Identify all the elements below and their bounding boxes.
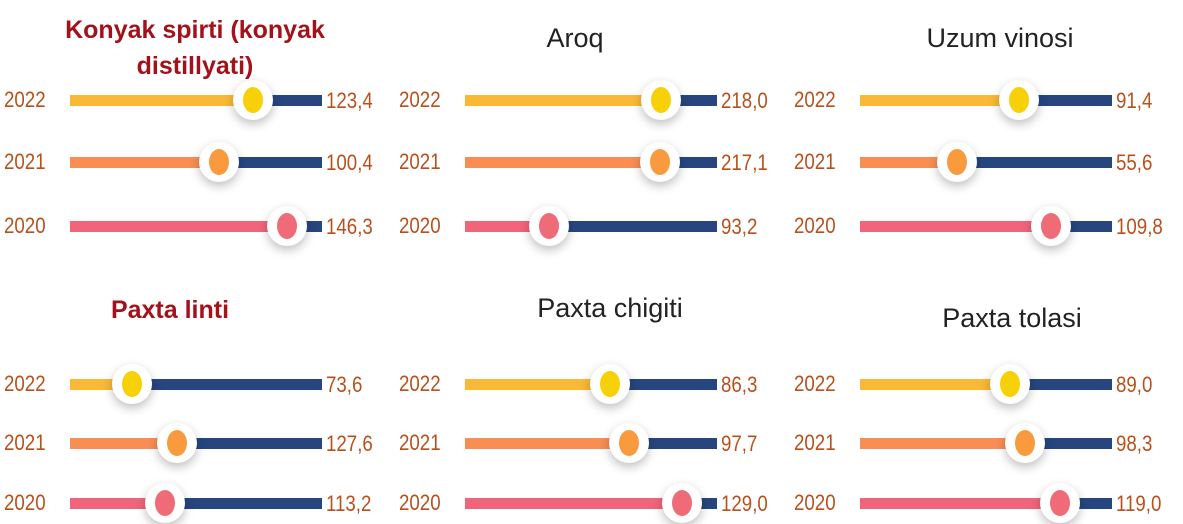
- year-label: 2022: [794, 87, 836, 112]
- year-label: 2020: [4, 213, 46, 238]
- value-label: 129,0: [721, 491, 768, 516]
- bar: [860, 157, 957, 168]
- panel: Paxta chigiti 2022 86,3 2021 97,7 2020 129,0: [395, 0, 788, 524]
- year-label: 2020: [794, 213, 836, 238]
- knob: [242, 87, 263, 113]
- value-label: 89,0: [1116, 372, 1153, 397]
- bar: [70, 221, 287, 232]
- value-label: 73,6: [326, 372, 363, 397]
- panel: Paxta tolasi 2022 89,0 2021 98,3 2020 119,0: [790, 0, 1183, 524]
- panel-title: Uzum vinosi: [926, 23, 1074, 53]
- value-label: 113,2: [326, 491, 372, 516]
- year-label: 2020: [399, 213, 441, 238]
- knob: [121, 371, 142, 397]
- value-label: 123,4: [326, 88, 373, 113]
- bar: [860, 221, 1051, 232]
- knob: [599, 371, 620, 397]
- knob: [538, 213, 559, 239]
- value-label: 93,2: [721, 214, 758, 239]
- knob: [946, 149, 967, 175]
- panel-title: Aroq: [546, 23, 604, 53]
- bar: [465, 221, 549, 232]
- panel-title: Paxta linti: [110, 296, 230, 324]
- knob: [155, 490, 176, 516]
- knob: [999, 371, 1020, 397]
- value-label: 218,0: [721, 88, 768, 113]
- year-label: 2020: [4, 490, 46, 515]
- value-label: 97,7: [721, 431, 758, 456]
- knob: [1015, 430, 1036, 456]
- bar: [70, 379, 132, 390]
- panel: Uzum vinosi 2022 91,4 2021 55,6 2020 109,8: [790, 0, 1183, 524]
- bar: [465, 95, 662, 106]
- knob: [167, 430, 188, 456]
- value-label: 86,3: [721, 372, 758, 397]
- year-label: 2021: [794, 149, 836, 174]
- track: [70, 379, 322, 390]
- knob: [1040, 213, 1061, 239]
- panel: Aroq 2022 218,0 2021 217,1 2020 93,2: [395, 0, 788, 524]
- value-label: 146,3: [326, 214, 373, 239]
- panel-title: Paxta tolasi: [942, 303, 1082, 333]
- value-label: 98,3: [1116, 431, 1153, 456]
- year-label: 2020: [794, 490, 836, 515]
- year-label: 2021: [794, 430, 836, 455]
- year-label: 2022: [399, 371, 441, 396]
- value-label: 217,1: [721, 150, 768, 175]
- value-label: 109,8: [1116, 214, 1163, 239]
- panel-title: Konyak spirti (konyak distillyati): [65, 16, 325, 80]
- year-label: 2022: [4, 87, 46, 112]
- panel: Paxta linti 2022 73,6 2021 127,6 2020 113,2: [0, 0, 393, 524]
- knob: [208, 149, 229, 175]
- bar: [465, 438, 630, 449]
- panel: Konyak spirti (konyak distillyati) 2022 12…: [0, 0, 393, 524]
- bar: [70, 95, 253, 106]
- year-label: 2022: [794, 371, 836, 396]
- bar: [465, 498, 682, 509]
- knob: [1008, 87, 1029, 113]
- track: [860, 157, 1112, 168]
- knob: [1049, 490, 1070, 516]
- bar: [70, 498, 166, 509]
- value-label: 55,6: [1116, 150, 1153, 175]
- bar: [465, 379, 610, 390]
- bar: [465, 157, 661, 168]
- bar: [860, 95, 1019, 106]
- year-label: 2021: [4, 430, 46, 455]
- bar: [860, 379, 1010, 390]
- knob: [651, 87, 672, 113]
- knob: [276, 213, 297, 239]
- year-label: 2021: [399, 430, 441, 455]
- year-label: 2022: [4, 371, 46, 396]
- bar: [70, 438, 178, 449]
- track: [70, 498, 322, 509]
- knob: [650, 149, 671, 175]
- year-label: 2021: [4, 149, 46, 174]
- year-label: 2021: [399, 149, 441, 174]
- bar: [860, 438, 1026, 449]
- value-label: 91,4: [1116, 88, 1153, 113]
- panel-title: Paxta chigiti: [537, 293, 683, 323]
- knob: [619, 430, 640, 456]
- bar: [70, 157, 219, 168]
- knob: [671, 490, 692, 516]
- value-label: 119,0: [1116, 491, 1162, 516]
- bar: [860, 498, 1060, 509]
- year-label: 2020: [399, 490, 441, 515]
- value-label: 127,6: [326, 431, 373, 456]
- track: [465, 221, 717, 232]
- value-label: 100,4: [326, 150, 373, 175]
- year-label: 2022: [399, 87, 441, 112]
